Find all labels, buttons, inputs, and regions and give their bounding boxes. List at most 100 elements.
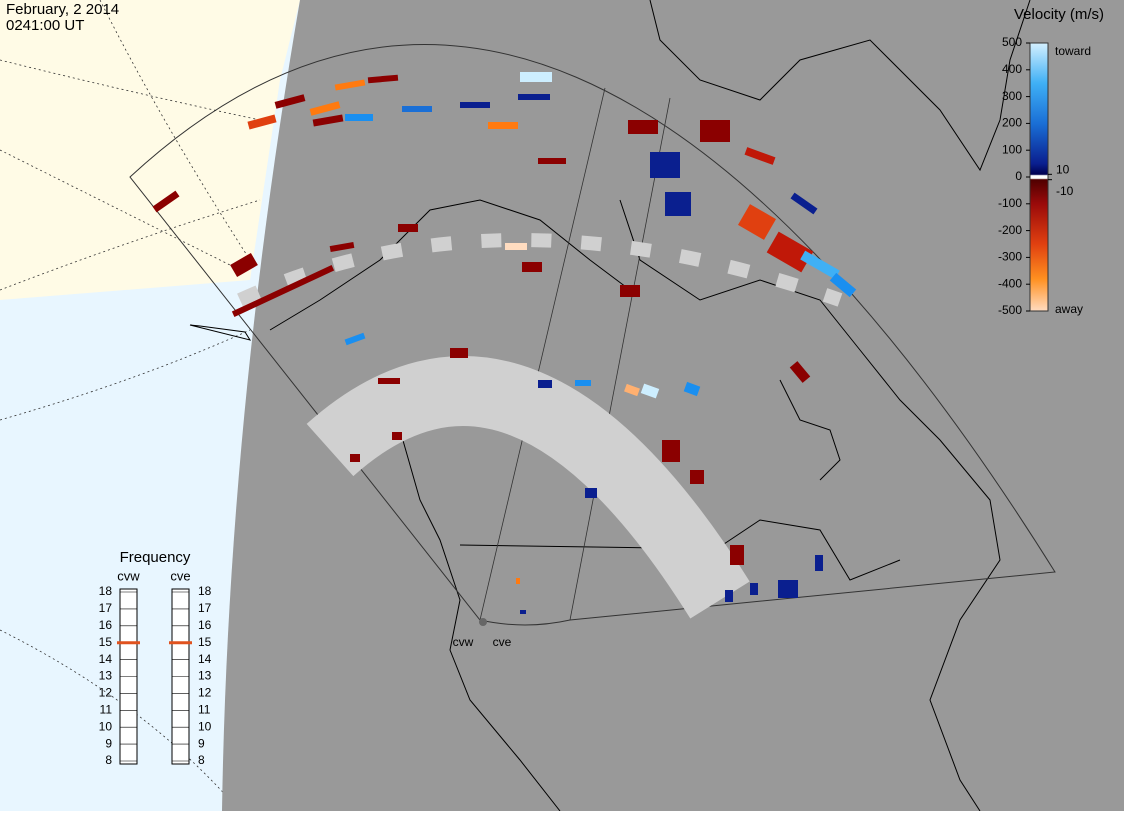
site-label: cvw: [453, 635, 474, 649]
scatter-cells: [152, 72, 857, 614]
cell: [345, 114, 373, 121]
colorbar-tick-label: -300: [998, 250, 1022, 264]
frequency-tick-label: 16: [198, 618, 212, 632]
cell: [585, 488, 597, 498]
cell: [538, 380, 552, 388]
cell: [450, 348, 468, 358]
cell: [778, 580, 798, 598]
away-label: away: [1055, 302, 1083, 316]
site-markers: [479, 618, 487, 626]
cell: [274, 94, 306, 109]
colorbar-tick-label: -200: [998, 223, 1022, 237]
colorbar-tick-label: 400: [1002, 62, 1022, 76]
cell: [488, 122, 518, 129]
frequency-tick-label: 12: [198, 686, 212, 700]
cell: [518, 94, 550, 100]
cell: [730, 545, 744, 565]
frequency-tick-label: 9: [198, 736, 205, 750]
cell: [350, 454, 360, 462]
cell: [378, 378, 400, 384]
graticule: [0, 0, 261, 801]
cell: [662, 440, 680, 462]
cell: [815, 555, 823, 571]
cell: [505, 243, 527, 250]
frequency-tick-label: 18: [99, 584, 113, 598]
cell: [800, 250, 840, 280]
colorbar-tick-label: -500: [998, 303, 1022, 317]
frequency-tick-label: 10: [198, 719, 212, 733]
colorbar: [1029, 42, 1049, 312]
frequency-tick-label: 15: [198, 635, 212, 649]
cell: [344, 332, 366, 346]
cell: [402, 106, 432, 112]
toward-label: toward: [1055, 44, 1091, 58]
frequency-tick-label: 10: [99, 719, 113, 733]
frequency-radar-label: cvw: [117, 568, 140, 583]
frequency-tick-label: 8: [105, 753, 112, 767]
cell: [829, 272, 857, 298]
cell: [329, 241, 355, 253]
cell: [398, 224, 418, 232]
frequency-title: Frequency: [120, 549, 191, 566]
frequency-tick-label: 9: [105, 736, 112, 750]
cell: [628, 120, 658, 134]
cell: [309, 101, 341, 116]
frequency-tick-label: 18: [198, 584, 212, 598]
frequency-tick-label: 8: [198, 753, 205, 767]
cell: [460, 102, 490, 108]
colorbar-tick-label: 300: [1002, 89, 1022, 103]
cell: [624, 383, 640, 397]
cell: [520, 610, 526, 614]
frequency-radar-label: cve: [170, 568, 190, 583]
frequency-tick-label: 17: [198, 601, 212, 615]
frequency-tick-label: 14: [99, 652, 113, 666]
site-label: cve: [493, 635, 512, 649]
cell: [640, 383, 660, 399]
cell: [334, 79, 366, 91]
cell: [683, 381, 701, 397]
cell: [522, 262, 542, 272]
frequency-tick-label: 17: [99, 601, 113, 615]
frequency-tick-label: 11: [198, 702, 211, 716]
cell: [620, 285, 640, 297]
colorbar-tick-label: 10: [1056, 162, 1070, 176]
frequency-tick-label: 16: [99, 618, 113, 632]
cell: [790, 192, 818, 215]
radar-fan: [129, 44, 1056, 626]
colorbar-tick-label: -400: [998, 276, 1022, 290]
cell: [520, 72, 552, 82]
cell: [516, 578, 520, 584]
cell: [725, 590, 733, 602]
cell: [152, 190, 180, 213]
date-label: February, 2 2014: [6, 1, 119, 18]
colorbar-tick-label: -10: [1056, 184, 1074, 198]
colorbar-tick-label: 100: [1002, 142, 1022, 156]
cell: [789, 361, 811, 383]
cell: [392, 432, 402, 440]
frequency-tick-label: 14: [198, 652, 212, 666]
cell: [744, 147, 776, 165]
cell: [700, 120, 730, 142]
cell: [690, 470, 704, 484]
cell: [230, 252, 258, 278]
frequency-tick-label: 12: [99, 686, 113, 700]
cell: [738, 204, 776, 240]
colorbar-tick-label: 500: [1002, 35, 1022, 49]
colorbar-tick-label: 0: [1015, 169, 1022, 183]
cell: [231, 265, 335, 317]
frequency-tick-label: 11: [100, 702, 113, 716]
colorbar-tick-label: 200: [1002, 116, 1022, 130]
cell: [665, 192, 691, 216]
cell: [766, 231, 814, 273]
cell: [750, 583, 758, 595]
frequency-tick-label: 15: [99, 635, 113, 649]
frequency-tick-label: 13: [198, 669, 212, 683]
cell: [650, 152, 680, 178]
cell: [575, 380, 591, 386]
land: [0, 0, 300, 300]
frequency-tick-label: 13: [99, 669, 113, 683]
colorbar-title: Velocity (m/s): [1014, 6, 1104, 23]
colorbar-tick-label: -100: [998, 196, 1022, 210]
cell: [312, 114, 344, 127]
